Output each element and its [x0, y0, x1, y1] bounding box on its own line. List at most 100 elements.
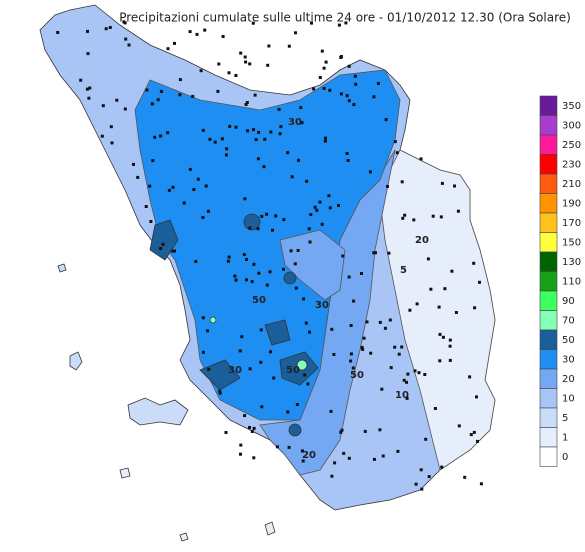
station	[328, 88, 332, 92]
station	[320, 222, 324, 226]
station	[256, 227, 260, 231]
station	[315, 208, 319, 212]
station	[324, 136, 327, 140]
station	[372, 251, 376, 255]
station	[234, 125, 238, 129]
station	[294, 286, 298, 290]
station	[297, 158, 300, 162]
station	[308, 240, 312, 244]
station	[339, 92, 343, 96]
zone-50	[243, 213, 261, 231]
station	[167, 188, 171, 192]
station	[403, 213, 407, 217]
station	[412, 218, 416, 222]
station	[173, 249, 176, 253]
station	[159, 134, 163, 138]
station	[279, 125, 283, 129]
station	[166, 47, 170, 51]
station	[286, 410, 290, 414]
station	[300, 449, 304, 453]
station	[226, 259, 230, 263]
legend-label: 110	[562, 276, 581, 287]
station	[337, 204, 340, 207]
station	[287, 445, 291, 449]
station	[322, 87, 326, 90]
station	[239, 443, 243, 447]
station	[199, 69, 203, 73]
station	[104, 27, 108, 31]
station	[374, 251, 377, 255]
legend-swatch	[539, 271, 558, 292]
station	[173, 41, 176, 45]
station	[79, 78, 83, 82]
station	[218, 389, 222, 393]
station	[269, 350, 272, 354]
station	[327, 194, 331, 198]
legend: 3503002502302101901701501301109070503020…	[539, 95, 581, 467]
zone-50	[264, 319, 291, 346]
station	[259, 360, 263, 364]
station	[339, 55, 343, 58]
legend-swatch	[539, 232, 558, 253]
station	[201, 128, 205, 132]
station	[347, 275, 351, 279]
station	[127, 43, 131, 47]
station	[427, 475, 431, 479]
station	[156, 98, 160, 102]
station	[340, 428, 344, 432]
legend-label: 190	[562, 198, 581, 209]
station	[318, 76, 322, 79]
station	[257, 130, 261, 134]
station	[227, 255, 231, 259]
contour-label: 20	[302, 450, 316, 461]
legend-swatch	[539, 407, 558, 428]
legend-label: 350	[562, 101, 581, 112]
contour-label: 20	[415, 235, 429, 246]
station	[429, 287, 433, 291]
station	[393, 140, 397, 144]
station	[225, 147, 229, 151]
contour-label: 30	[288, 117, 302, 128]
station	[310, 21, 313, 25]
zone-50	[283, 271, 297, 285]
station	[332, 353, 336, 356]
station	[381, 454, 385, 458]
station	[216, 89, 220, 93]
station	[245, 278, 248, 282]
station	[415, 302, 419, 306]
legend-label: 170	[562, 218, 581, 229]
station	[271, 228, 274, 232]
station	[252, 456, 256, 460]
legend-swatch	[539, 115, 558, 136]
station	[368, 170, 372, 174]
legend-label: 90	[562, 296, 575, 307]
station	[419, 468, 423, 472]
zone-50	[288, 423, 302, 437]
station	[440, 181, 444, 185]
island-giglio	[264, 521, 276, 536]
station	[151, 159, 155, 163]
station	[372, 457, 376, 461]
station	[234, 74, 238, 77]
station	[220, 137, 224, 141]
station	[360, 345, 364, 349]
station	[402, 378, 406, 382]
station	[354, 82, 358, 86]
station	[86, 29, 89, 33]
station	[293, 262, 297, 266]
station	[295, 403, 299, 406]
station	[330, 327, 334, 331]
station	[302, 297, 306, 301]
contour-label: 30	[315, 300, 329, 311]
island-elba	[127, 397, 189, 426]
station	[342, 451, 346, 455]
island-gorgona	[57, 263, 67, 273]
station	[252, 128, 255, 132]
station	[384, 118, 388, 122]
station	[203, 28, 207, 32]
station	[352, 299, 356, 303]
station	[161, 242, 165, 246]
station	[239, 452, 242, 456]
legend-swatch	[539, 427, 558, 448]
station	[369, 351, 373, 355]
